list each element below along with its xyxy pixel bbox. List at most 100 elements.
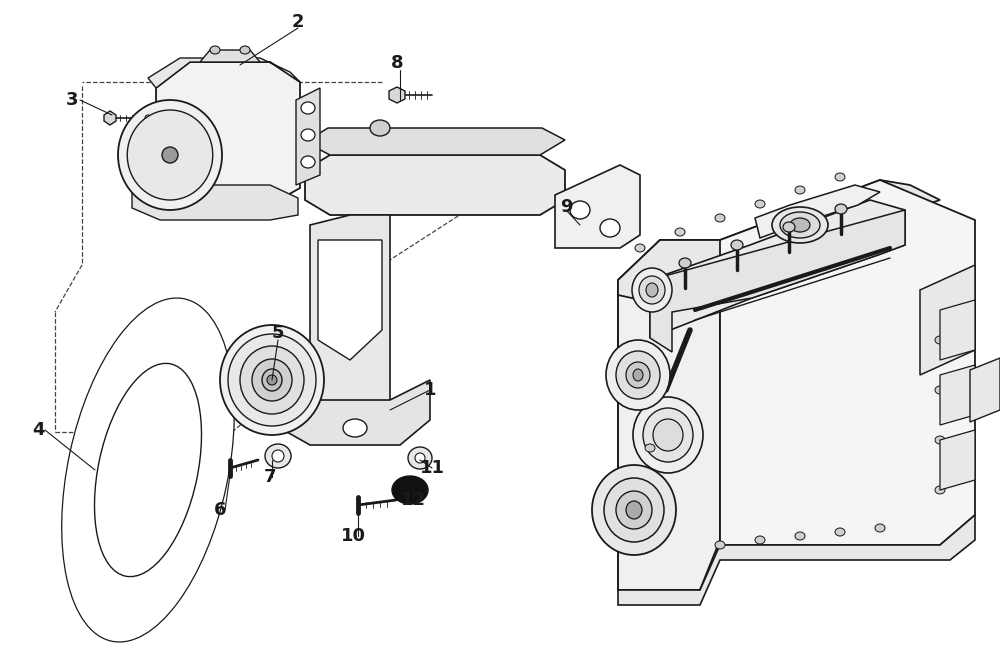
Ellipse shape (835, 528, 845, 536)
Ellipse shape (600, 219, 620, 237)
Polygon shape (132, 185, 298, 220)
Ellipse shape (408, 447, 432, 469)
Ellipse shape (118, 100, 222, 210)
Ellipse shape (645, 444, 655, 452)
Polygon shape (755, 185, 880, 238)
Ellipse shape (127, 110, 213, 200)
Text: 11: 11 (420, 459, 444, 477)
Ellipse shape (835, 204, 847, 214)
Polygon shape (940, 430, 975, 490)
Ellipse shape (645, 351, 655, 359)
Ellipse shape (783, 222, 795, 232)
Ellipse shape (240, 46, 250, 54)
Ellipse shape (731, 240, 743, 250)
Text: 1: 1 (424, 381, 436, 399)
Polygon shape (305, 128, 565, 155)
Ellipse shape (592, 465, 676, 555)
Text: 5: 5 (272, 324, 284, 342)
Polygon shape (618, 180, 940, 302)
Polygon shape (940, 300, 975, 360)
Ellipse shape (755, 536, 765, 544)
Polygon shape (200, 50, 260, 62)
Ellipse shape (570, 201, 590, 219)
Polygon shape (720, 180, 975, 545)
Ellipse shape (301, 156, 315, 168)
Ellipse shape (715, 214, 725, 222)
Polygon shape (318, 240, 382, 360)
Ellipse shape (772, 207, 828, 243)
Ellipse shape (795, 186, 805, 194)
Polygon shape (148, 58, 300, 88)
Ellipse shape (67, 310, 229, 630)
Polygon shape (296, 88, 320, 185)
Ellipse shape (935, 486, 945, 494)
Ellipse shape (626, 501, 642, 519)
Ellipse shape (149, 133, 191, 177)
Ellipse shape (301, 129, 315, 141)
Ellipse shape (935, 336, 945, 344)
Polygon shape (305, 155, 565, 215)
Ellipse shape (935, 386, 945, 394)
Ellipse shape (795, 532, 805, 540)
Ellipse shape (220, 325, 324, 435)
Ellipse shape (604, 478, 664, 542)
Ellipse shape (606, 340, 670, 410)
Ellipse shape (301, 102, 315, 114)
Ellipse shape (645, 396, 655, 404)
Polygon shape (310, 215, 390, 420)
Ellipse shape (162, 147, 178, 163)
Ellipse shape (267, 375, 277, 385)
Ellipse shape (780, 212, 820, 238)
Ellipse shape (159, 143, 181, 167)
Ellipse shape (616, 491, 652, 529)
Ellipse shape (262, 369, 282, 391)
Ellipse shape (66, 308, 230, 632)
Text: 6: 6 (214, 501, 226, 519)
Ellipse shape (646, 283, 658, 297)
Polygon shape (920, 265, 975, 375)
Polygon shape (280, 380, 430, 445)
Polygon shape (970, 358, 1000, 422)
Ellipse shape (272, 450, 284, 462)
Ellipse shape (635, 244, 645, 252)
Ellipse shape (935, 436, 945, 444)
Ellipse shape (626, 362, 650, 388)
Polygon shape (618, 240, 720, 590)
Polygon shape (650, 210, 905, 352)
Ellipse shape (875, 524, 885, 532)
Ellipse shape (679, 258, 691, 268)
Ellipse shape (415, 453, 425, 463)
Ellipse shape (755, 200, 765, 208)
Ellipse shape (210, 46, 220, 54)
Ellipse shape (252, 359, 292, 401)
Polygon shape (104, 111, 116, 125)
Ellipse shape (240, 346, 304, 414)
Ellipse shape (164, 149, 176, 161)
Ellipse shape (675, 228, 685, 236)
Ellipse shape (643, 408, 693, 462)
Text: 10: 10 (340, 527, 366, 545)
Ellipse shape (265, 444, 291, 468)
Text: 8: 8 (391, 54, 403, 72)
Text: 9: 9 (560, 198, 572, 216)
Ellipse shape (62, 298, 234, 642)
Polygon shape (618, 515, 975, 605)
Ellipse shape (639, 276, 665, 304)
Ellipse shape (790, 218, 810, 232)
Polygon shape (555, 165, 640, 248)
Ellipse shape (65, 305, 231, 634)
Text: 4: 4 (32, 421, 44, 439)
Ellipse shape (633, 397, 703, 473)
Polygon shape (156, 62, 300, 205)
Text: 3: 3 (66, 91, 78, 109)
Ellipse shape (835, 173, 845, 181)
Text: 2: 2 (292, 13, 304, 31)
Ellipse shape (94, 364, 202, 577)
Ellipse shape (141, 112, 155, 124)
Ellipse shape (63, 301, 233, 640)
Ellipse shape (145, 115, 151, 121)
Ellipse shape (633, 369, 643, 381)
Ellipse shape (392, 476, 428, 504)
Ellipse shape (653, 419, 683, 451)
Ellipse shape (632, 268, 672, 312)
